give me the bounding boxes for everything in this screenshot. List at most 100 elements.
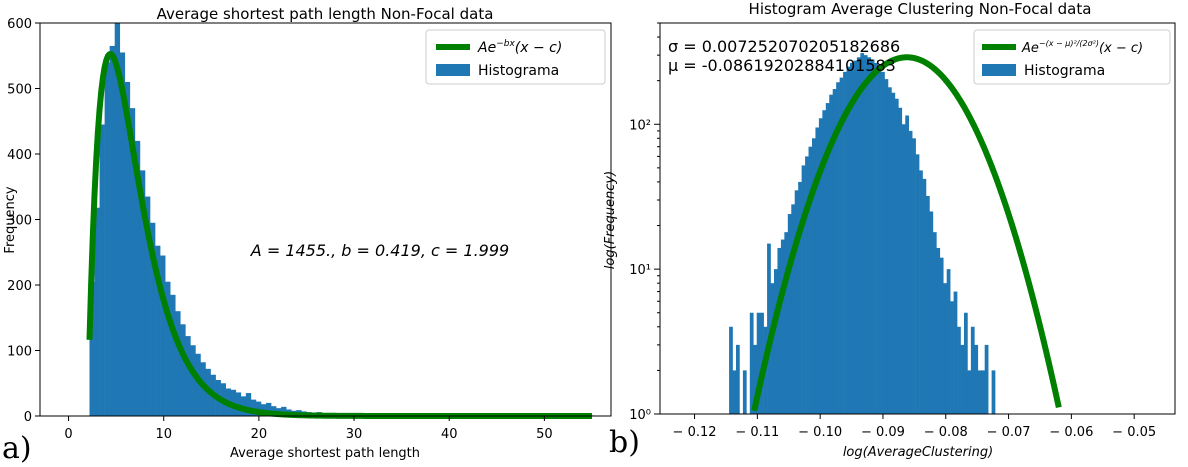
chart-a-bar [165, 281, 171, 416]
chart-b-ytick-label: 10¹ [629, 263, 651, 278]
chart-b-bar [808, 146, 813, 414]
chart-b-bar [829, 94, 834, 414]
chart-b-bar [818, 118, 823, 414]
chart-b-bar [767, 243, 771, 414]
chart-b-xlabel: log(AverageClustering) [843, 445, 993, 460]
chart-b-xtick-label: − 0.09 [861, 425, 905, 440]
chart-b-bar [881, 71, 885, 415]
chart-a-bar [89, 281, 95, 416]
chart-b-frame [659, 22, 1176, 415]
chart-a-xtick-label: 0 [64, 427, 72, 442]
chart-b-xtick-label: − 0.06 [1049, 425, 1093, 440]
chart-b-bar [780, 239, 785, 414]
chart-a-bar [124, 81, 131, 416]
chart-a-legend-hist-swatch [436, 64, 470, 76]
chart-b-fit-curve [751, 54, 1062, 412]
chart-a-bar [250, 399, 257, 417]
chart-b-bar [943, 283, 947, 414]
chart-b-bar [925, 195, 930, 414]
chart-a-xlabel: Average shortest path length [230, 446, 420, 461]
chart-b-bar [877, 67, 882, 414]
chart-a-bar [245, 393, 252, 416]
chart-b-legend-fit-label: Ae−(x − μ)²/(2σ²)(x − c) [1021, 39, 1143, 56]
chart-b-legend-hist-label: Histograma [1024, 63, 1105, 79]
chart-a-bar [170, 294, 176, 416]
chart-b-bar [919, 170, 923, 414]
chart-b-ytick-label: 10⁰ [629, 408, 651, 423]
chart-b-bar [815, 127, 820, 415]
chart-a-bar [134, 140, 141, 416]
chart-b-bar [773, 269, 778, 414]
chart-a-x-axis: 0 10 20 30 40 50 [64, 416, 553, 442]
chart-b-bar [805, 156, 809, 414]
chart-a-bar [160, 255, 166, 416]
chart-b-bar [905, 115, 909, 414]
chart-b-bar [791, 204, 796, 414]
chart-a-legend-hist-label: Histograma [478, 63, 559, 79]
chart-a-bar [109, 45, 115, 417]
chart-b-histogram [729, 53, 996, 415]
chart-b-bar [843, 71, 847, 415]
chart-b-bar [970, 326, 975, 414]
chart-b-bar [957, 326, 961, 414]
chart-b-bar [756, 312, 761, 414]
chart-a-y-axis: 0 100 200 300 400 500 600 [7, 17, 40, 425]
chart-b-bar [974, 344, 979, 414]
chart-b-bar [735, 344, 740, 414]
chart-a-bar [144, 196, 151, 416]
chart-b-y-axis: 10⁰ 10¹ 10² [629, 22, 660, 423]
chart-a-ytick-label: 500 [7, 83, 32, 98]
chart-b-xtick-label: − 0.05 [1112, 425, 1156, 440]
chart-a-legend: Ae−bx(x − c) Histograma [425, 29, 606, 85]
chart-a-bar [235, 392, 242, 416]
chart-b-bar [822, 110, 827, 414]
chart-b-bar [936, 247, 941, 414]
chart-a-ytick-label: 400 [7, 148, 32, 163]
chart-a-ytick-label: 100 [7, 345, 32, 360]
chart-b-bar [825, 103, 830, 414]
chart-a-xtick-label: 30 [346, 427, 363, 442]
chart-b-bar [963, 312, 968, 414]
chart-b-bar [977, 370, 982, 414]
chart-b-bar [981, 370, 985, 414]
chart-b-bar [884, 79, 889, 414]
chart-a-bar [195, 353, 201, 416]
chart-a-title: Average shortest path length Non-Focal d… [157, 5, 494, 23]
chart-b-bar [846, 66, 851, 415]
chart-b-bar [912, 138, 916, 415]
chart-a-bar [281, 406, 287, 416]
chart-a-bar [150, 222, 156, 416]
chart-b-annotation-mu: μ = -0.08619202884101583 [668, 56, 896, 75]
chart-b-bar [729, 326, 733, 414]
chart-b-xtick-label: − 0.12 [673, 425, 717, 440]
chart-b-bar [749, 312, 754, 414]
chart-b-bar [991, 370, 996, 414]
chart-b-bar [946, 269, 951, 414]
panel-label-a: a) [2, 431, 32, 466]
chart-b-bar [960, 344, 965, 414]
chart-b-bar [770, 283, 775, 414]
chart-b-bar [874, 62, 878, 414]
chart-b-bar [967, 370, 972, 414]
chart-a-bar [190, 345, 196, 416]
chart-b-bar [984, 344, 989, 414]
chart-a-bar [139, 170, 146, 417]
chart-b-bar [953, 291, 958, 414]
chart-a-bar [155, 245, 161, 416]
chart-a-ytick-label: 200 [7, 279, 32, 294]
chart-b-bar [839, 77, 844, 414]
chart-b-bar [870, 59, 875, 414]
chart-a-xtick-label: 10 [155, 427, 172, 442]
chart-a-bar [266, 402, 272, 416]
chart-a-xtick-label: 50 [536, 427, 553, 442]
chart-b-bar [787, 214, 792, 414]
chart-a-bar [99, 124, 105, 417]
chart-b-xtick-label: − 0.07 [987, 425, 1031, 440]
chart-b-ylabel: log(Frequency) [603, 171, 618, 269]
chart-a-ytick-label: 600 [7, 17, 32, 32]
chart-a-bar [104, 62, 110, 417]
chart-a: Average shortest path length Non-Focal d… [2, 5, 612, 466]
chart-a-ytick-label: 0 [24, 410, 32, 425]
chart-b: Histogram Average Clustering Non-Focal d… [603, 0, 1176, 460]
